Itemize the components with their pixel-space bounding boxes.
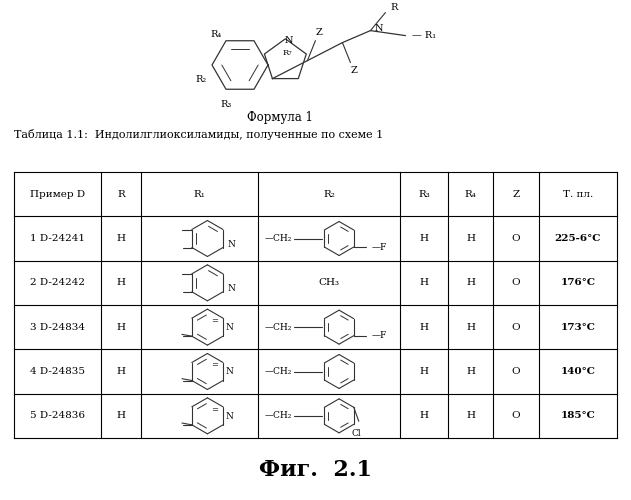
Text: Cl: Cl (352, 430, 362, 438)
Text: H: H (117, 322, 126, 332)
Text: R₃: R₃ (418, 190, 430, 198)
Text: Фиг.  2.1: Фиг. 2.1 (259, 459, 372, 481)
Text: R₂: R₂ (323, 190, 335, 198)
Text: 1 D-24241: 1 D-24241 (30, 234, 85, 243)
Text: 173°C: 173°C (560, 322, 595, 332)
Text: N: N (227, 240, 235, 249)
Text: Т. пл.: Т. пл. (563, 190, 593, 198)
Text: R: R (391, 3, 398, 12)
Text: CH₃: CH₃ (319, 278, 339, 287)
Text: —F: —F (372, 331, 387, 340)
Text: H: H (420, 278, 428, 287)
Text: O: O (512, 278, 521, 287)
Text: —CH₂: —CH₂ (264, 412, 292, 420)
Text: N: N (225, 368, 233, 376)
Text: N: N (225, 323, 233, 332)
Text: H: H (466, 412, 475, 420)
Text: H: H (420, 367, 428, 376)
Text: R: R (117, 190, 125, 198)
Text: O: O (512, 367, 521, 376)
Text: 3 D-24834: 3 D-24834 (30, 322, 85, 332)
Text: 4 D-24835: 4 D-24835 (30, 367, 85, 376)
Text: H: H (420, 234, 428, 243)
Text: N: N (227, 284, 235, 294)
Text: H: H (466, 234, 475, 243)
Text: =: = (211, 406, 218, 414)
Text: Z: Z (351, 66, 358, 75)
Text: H: H (117, 234, 126, 243)
Text: 225-6°C: 225-6°C (555, 234, 601, 243)
Text: H: H (117, 367, 126, 376)
Text: H: H (117, 412, 126, 420)
Text: Z: Z (512, 190, 519, 198)
Text: R₄: R₄ (465, 190, 476, 198)
Text: Таблица 1.1:  Индолилглиоксиламиды, полученные по схеме 1: Таблица 1.1: Индолилглиоксиламиды, получ… (14, 130, 383, 140)
Text: O: O (512, 412, 521, 420)
Text: Пример D: Пример D (30, 190, 85, 198)
Text: —CH₂: —CH₂ (264, 322, 292, 332)
Text: —CH₂: —CH₂ (264, 367, 292, 376)
Text: 2 D-24242: 2 D-24242 (30, 278, 85, 287)
Text: R₃: R₃ (220, 100, 232, 108)
Text: — R₁: — R₁ (413, 31, 437, 40)
Text: H: H (420, 322, 428, 332)
Text: 5 D-24836: 5 D-24836 (30, 412, 85, 420)
Text: Формула 1: Формула 1 (247, 112, 313, 124)
Text: R₁: R₁ (194, 190, 205, 198)
Text: 140°C: 140°C (560, 367, 595, 376)
Text: =: = (211, 362, 218, 370)
Text: =: = (211, 317, 218, 325)
Text: N: N (374, 24, 383, 33)
Text: H: H (466, 278, 475, 287)
Text: H: H (466, 367, 475, 376)
Text: N: N (225, 412, 233, 421)
Text: Z: Z (316, 28, 323, 37)
Text: H: H (420, 412, 428, 420)
Text: R₇: R₇ (283, 49, 292, 57)
Text: —CH₂: —CH₂ (264, 234, 292, 243)
Text: R₄: R₄ (211, 30, 222, 38)
Text: O: O (512, 322, 521, 332)
Text: H: H (466, 322, 475, 332)
Text: 185°C: 185°C (560, 412, 595, 420)
Text: N: N (284, 36, 293, 46)
Text: —F: —F (372, 242, 387, 252)
Text: 176°C: 176°C (560, 278, 595, 287)
Text: O: O (512, 234, 521, 243)
Text: H: H (117, 278, 126, 287)
Text: R₂: R₂ (195, 74, 206, 84)
